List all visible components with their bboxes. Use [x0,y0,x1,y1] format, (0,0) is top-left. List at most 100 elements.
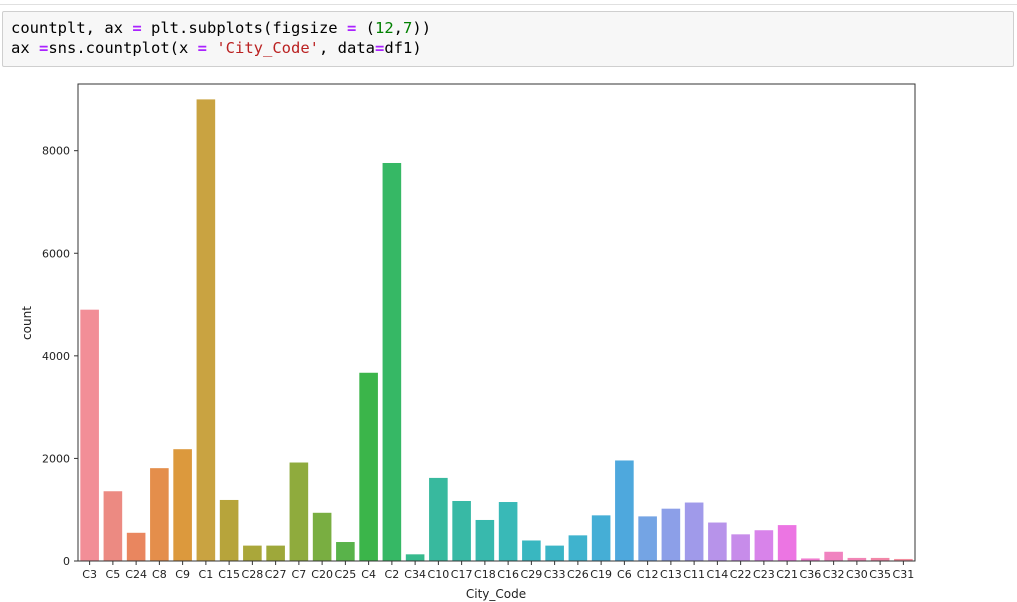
bar-C14 [708,522,727,561]
x-tick-label: C18 [474,568,496,581]
code-token: df1) [384,39,422,57]
y-tick-label: 8000 [42,145,70,158]
x-tick-label: C26 [567,568,589,581]
bar-C19 [591,515,611,561]
bar-C25 [336,542,355,561]
x-tick-label: C34 [404,568,426,581]
x-tick-label: C10 [428,568,450,581]
bar-C35 [870,557,890,561]
bars-group [80,99,913,561]
bar-C32 [824,551,843,561]
code-string: 'City_Code' [216,39,319,57]
y-tick-label: 4000 [42,350,70,363]
bar-C30 [847,557,867,561]
x-tick-label: C5 [106,568,121,581]
y-tick-label: 6000 [42,247,70,260]
bar-C16 [498,502,518,561]
bar-C21 [777,525,797,561]
x-tick-label: C36 [800,568,822,581]
x-axis-label: City_Code [466,587,526,601]
x-tick-label: C32 [823,568,845,581]
code-number: 12 [375,19,394,37]
code-cell-input[interactable]: countplt, ax = plt.subplots(figsize = (1… [2,11,1014,67]
x-tick-label: C8 [152,568,167,581]
x-tick-label: C19 [590,568,612,581]
x-tick-label: C1 [199,568,214,581]
bar-C31 [894,558,913,561]
code-token: plt.subplots(figsize [141,19,347,37]
bar-C33 [545,545,564,561]
bar-C36 [801,558,820,561]
x-tick-label: C2 [385,568,400,581]
bar-C11 [684,502,704,561]
x-axis-ticks: C3 C5 C24 C8 C9 C1 C15 C28 C27 C7 C20 C25 C4 C2 C34 C10… [82,561,914,581]
bar-C6 [615,460,634,561]
x-tick-label: C31 [893,568,915,581]
code-number: 7 [403,19,413,37]
code-operator: = [375,39,385,57]
bar-C12 [638,516,657,561]
x-tick-label: C7 [292,568,307,581]
code-token: ax [11,39,39,57]
x-tick-label: C13 [660,568,682,581]
x-tick-label: C27 [265,568,287,581]
x-tick-label: C25 [335,568,357,581]
x-tick-label: C30 [846,568,868,581]
x-tick-label: C29 [521,568,543,581]
x-tick-label: C22 [730,568,752,581]
code-token: countplt, ax [11,19,133,37]
bar-C5 [103,491,123,561]
x-tick-label: C33 [544,568,566,581]
x-tick-label: C28 [242,568,264,581]
code-operator: = [197,39,207,57]
x-tick-label: C24 [125,568,147,581]
x-tick-label: C11 [683,568,705,581]
code-token: ( [356,19,375,37]
code-operator: = [346,19,357,37]
code-token [207,39,216,57]
x-tick-label: C12 [637,568,659,581]
cell-separator [0,4,1017,5]
axes-frame [77,83,916,562]
bar-C28 [243,545,262,561]
code-operator: = [39,39,49,57]
x-tick-label: C14 [707,568,729,581]
y-axis-ticks: 0 2000 4000 6000 8000 [42,145,78,568]
bar-C27 [266,545,285,561]
bar-C20 [312,512,332,561]
code-token: sns.countplot(x [48,39,198,57]
bar-C23 [754,530,774,561]
bar-C17 [452,500,471,561]
x-tick-label: C23 [753,568,775,581]
x-tick-label: C35 [869,568,891,581]
code-line-2: ax =sns.countplot(x = 'City_Code', data=… [11,39,422,57]
bar-C1 [196,99,216,561]
bar-C9 [173,449,192,561]
y-tick-label: 2000 [42,452,70,465]
bar-C8 [150,468,169,561]
code-token: , data [319,39,375,57]
x-tick-label: C6 [617,568,632,581]
bar-C18 [475,519,495,561]
countplot-chart: 0 2000 4000 6000 8000 C3 C5 C24 C8 C9 C1 C15 C28 C27… [20,83,916,601]
code-operator: = [132,19,142,37]
bar-C24 [126,532,146,561]
y-axis-label: count [20,306,34,340]
bar-C15 [219,499,239,561]
x-tick-label: C3 [82,568,97,581]
bar-C26 [568,535,588,561]
x-tick-label: C20 [311,568,333,581]
bar-C22 [731,534,750,561]
x-tick-label: C15 [218,568,240,581]
code-token: , [393,19,404,37]
bar-C29 [522,540,541,561]
x-tick-label: C16 [497,568,519,581]
code-line-1: countplt, ax = plt.subplots(figsize = (1… [11,19,431,37]
x-tick-label: C21 [776,568,798,581]
bar-C2 [382,162,402,561]
bar-C4 [359,372,378,561]
x-tick-label: C4 [361,568,376,581]
x-tick-label: C9 [175,568,190,581]
bar-C13 [661,508,681,561]
y-tick-label: 0 [63,555,70,568]
